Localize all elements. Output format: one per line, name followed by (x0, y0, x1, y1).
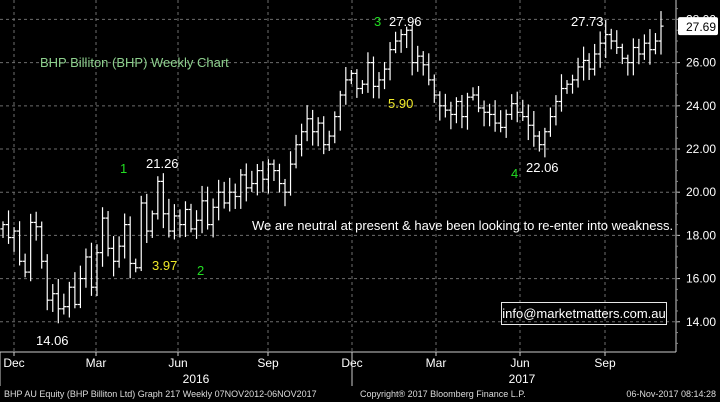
annotation-move: 3.97 (152, 258, 177, 273)
footer-bar: BHP AU Equity (BHP Billiton Ltd) Graph 2… (0, 386, 720, 402)
chart-title: BHP Billiton (BHP) Weekly Chart (40, 55, 229, 70)
y-tick-label: 14.00 (686, 315, 716, 329)
annotations: 14.06 1 21.26 3.97 2 3 27.96 5.90 4 22.06 27.73 (36, 14, 604, 348)
x-tick-label: Sep (257, 356, 279, 370)
annotation-move: 5.90 (388, 96, 413, 111)
x-tick-label: Jun (168, 356, 187, 370)
x-axis-panel (0, 352, 720, 386)
footer-left: BHP AU Equity (BHP Billiton Ltd) Graph 2… (4, 389, 317, 399)
x-tick-label: Sep (594, 356, 616, 370)
price-chart: BHP Billiton (BHP) Weekly Chart We are n… (0, 0, 720, 386)
y-tick-label: 26.00 (686, 56, 716, 70)
y-tick-label: 18.00 (686, 228, 716, 242)
grid (0, 0, 720, 386)
last-price-tag: 27.69 (678, 17, 718, 36)
x-year-label: 2017 (509, 372, 536, 386)
footer-timestamp: 06-Nov-2017 08:14:28 (626, 389, 716, 399)
last-price-box (678, 17, 718, 36)
y-tick-label: 16.00 (686, 272, 716, 286)
annotation-price: 14.06 (36, 333, 69, 348)
footer-copyright: Copyright® 2017 Bloomberg Finance L.P. (360, 389, 526, 399)
annotation-wave: 2 (197, 263, 204, 278)
y-tick-label: 22.00 (686, 142, 716, 156)
price-bars (0, 11, 664, 324)
annotation-price: 27.96 (389, 14, 422, 29)
y-tick-label: 20.00 (686, 185, 716, 199)
x-tick-label: Mar (86, 356, 107, 370)
x-tick-label: Dec (3, 356, 24, 370)
x-year-label: 2016 (183, 372, 210, 386)
x-tick-label: Mar (426, 356, 447, 370)
y-tick-label: 24.00 (686, 99, 716, 113)
annotation-wave: 1 (120, 161, 127, 176)
y-axis-panel (676, 0, 720, 386)
annotation-price: 27.73 (571, 14, 604, 29)
annotation-price: 21.26 (146, 156, 179, 171)
chart-comment: We are neutral at present & have been lo… (252, 218, 673, 233)
annotation-price: 22.06 (526, 160, 559, 175)
x-tick-label: Jun (510, 356, 529, 370)
last-price-label: 27.69 (686, 20, 716, 34)
email-contact[interactable]: info@marketmatters.com.au (501, 302, 667, 325)
annotation-wave: 4 (511, 166, 518, 181)
annotation-wave: 3 (374, 14, 381, 29)
